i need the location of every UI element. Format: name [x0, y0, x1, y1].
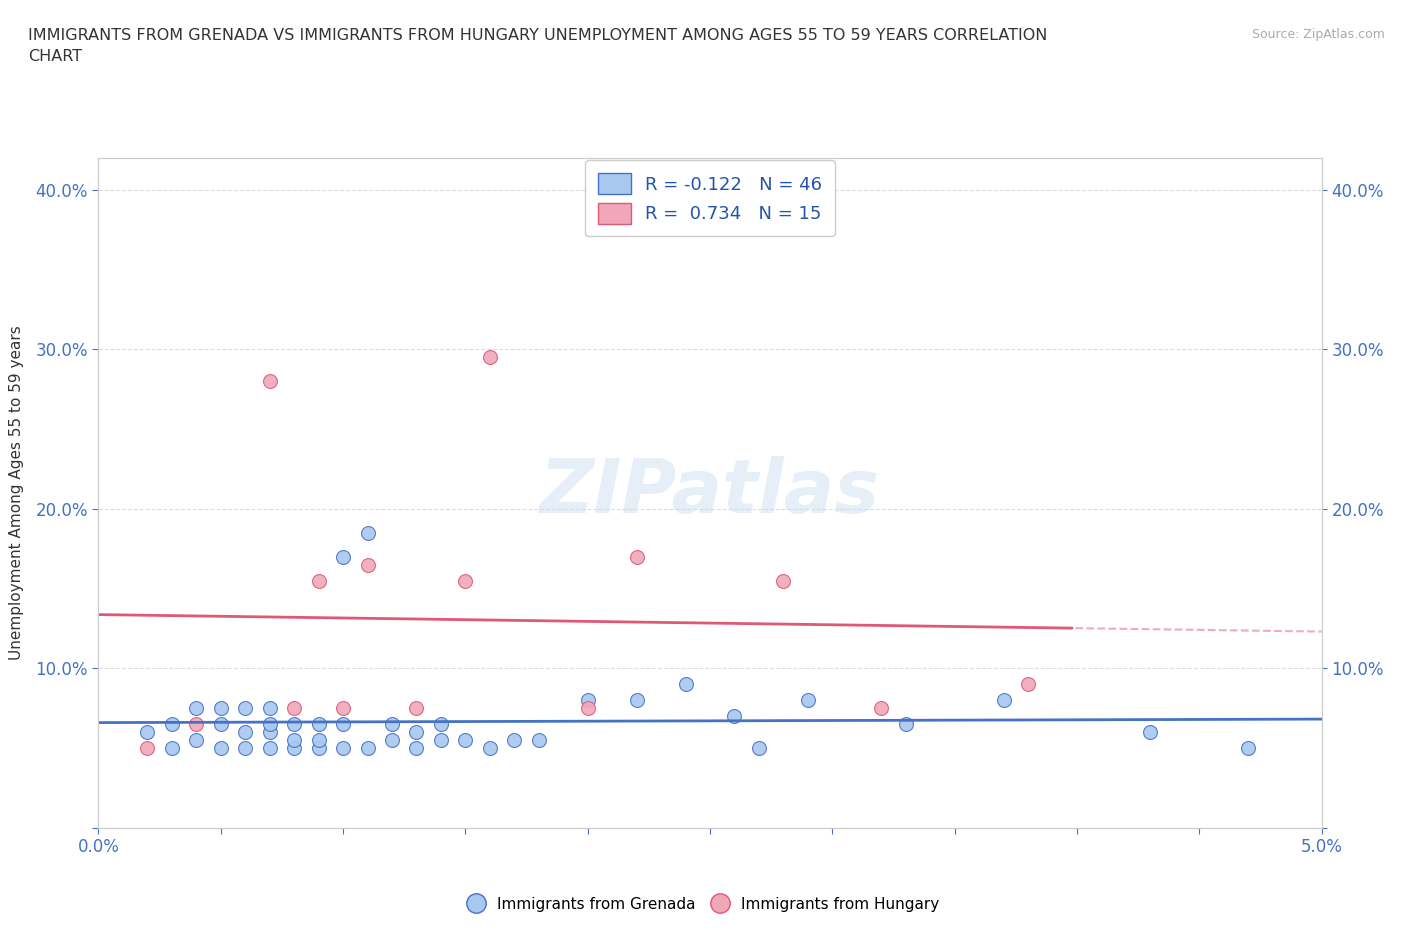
Text: ZIPatlas: ZIPatlas	[540, 457, 880, 529]
Point	[748, 740, 770, 755]
Point	[626, 693, 648, 708]
Point	[283, 733, 305, 748]
Legend: R = -0.122   N = 46, R =  0.734   N = 15: R = -0.122 N = 46, R = 0.734 N = 15	[585, 161, 835, 236]
Point	[332, 700, 354, 715]
Point	[186, 700, 208, 715]
Point	[772, 573, 794, 588]
Point	[209, 740, 232, 755]
Point	[430, 717, 453, 732]
Point	[233, 740, 256, 755]
Point	[870, 700, 893, 715]
Point	[356, 525, 378, 540]
Point	[209, 700, 232, 715]
Point	[430, 733, 453, 748]
Point	[332, 550, 354, 565]
Point	[308, 717, 330, 732]
Point	[160, 740, 183, 755]
Point	[332, 740, 354, 755]
Point	[381, 717, 404, 732]
Point	[723, 709, 745, 724]
Point	[160, 717, 183, 732]
Point	[454, 573, 477, 588]
Point	[405, 724, 427, 739]
Point	[209, 717, 232, 732]
Y-axis label: Unemployment Among Ages 55 to 59 years: Unemployment Among Ages 55 to 59 years	[10, 326, 24, 660]
Point	[233, 724, 256, 739]
Point	[233, 700, 256, 715]
Point	[478, 740, 501, 755]
Text: Source: ZipAtlas.com: Source: ZipAtlas.com	[1251, 28, 1385, 41]
Point	[356, 740, 378, 755]
Point	[626, 550, 648, 565]
Point	[381, 733, 404, 748]
Point	[454, 733, 477, 748]
Point	[527, 733, 550, 748]
Point	[993, 693, 1015, 708]
Point	[675, 677, 697, 692]
Point	[259, 374, 281, 389]
Point	[308, 733, 330, 748]
Point	[259, 740, 281, 755]
Point	[259, 724, 281, 739]
Point	[186, 733, 208, 748]
Point	[259, 700, 281, 715]
Point	[186, 717, 208, 732]
Point	[1237, 740, 1260, 755]
Point	[503, 733, 526, 748]
Point	[576, 700, 599, 715]
Point	[136, 724, 159, 739]
Point	[1139, 724, 1161, 739]
Point	[283, 740, 305, 755]
Point	[1017, 677, 1039, 692]
Point	[283, 717, 305, 732]
Text: IMMIGRANTS FROM GRENADA VS IMMIGRANTS FROM HUNGARY UNEMPLOYMENT AMONG AGES 55 TO: IMMIGRANTS FROM GRENADA VS IMMIGRANTS FR…	[28, 28, 1047, 64]
Point	[894, 717, 917, 732]
Point	[576, 693, 599, 708]
Point	[405, 740, 427, 755]
Point	[332, 717, 354, 732]
Point	[356, 557, 378, 572]
Point	[308, 573, 330, 588]
Point	[308, 740, 330, 755]
Point	[478, 350, 501, 365]
Point	[405, 700, 427, 715]
Point	[136, 740, 159, 755]
Point	[797, 693, 820, 708]
Legend: Immigrants from Grenada, Immigrants from Hungary: Immigrants from Grenada, Immigrants from…	[460, 891, 946, 918]
Point	[259, 717, 281, 732]
Point	[283, 700, 305, 715]
